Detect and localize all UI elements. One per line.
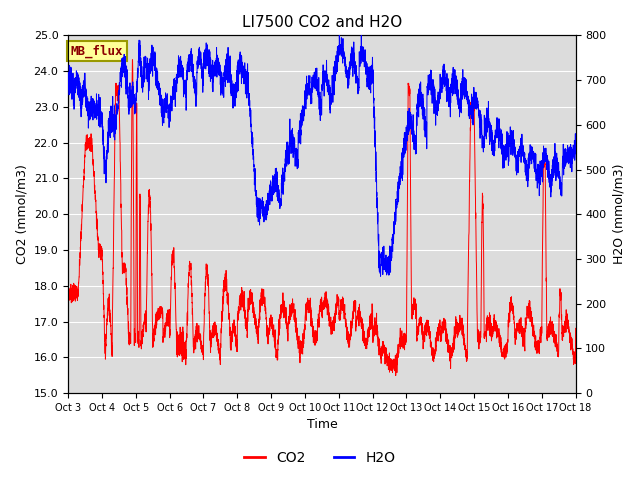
- Y-axis label: CO2 (mmol/m3): CO2 (mmol/m3): [15, 164, 28, 264]
- X-axis label: Time: Time: [307, 419, 337, 432]
- Title: LI7500 CO2 and H2O: LI7500 CO2 and H2O: [242, 15, 402, 30]
- Y-axis label: H2O (mmol/m3): H2O (mmol/m3): [612, 164, 625, 264]
- Legend: CO2, H2O: CO2, H2O: [239, 445, 401, 471]
- Text: MB_flux: MB_flux: [70, 44, 123, 58]
